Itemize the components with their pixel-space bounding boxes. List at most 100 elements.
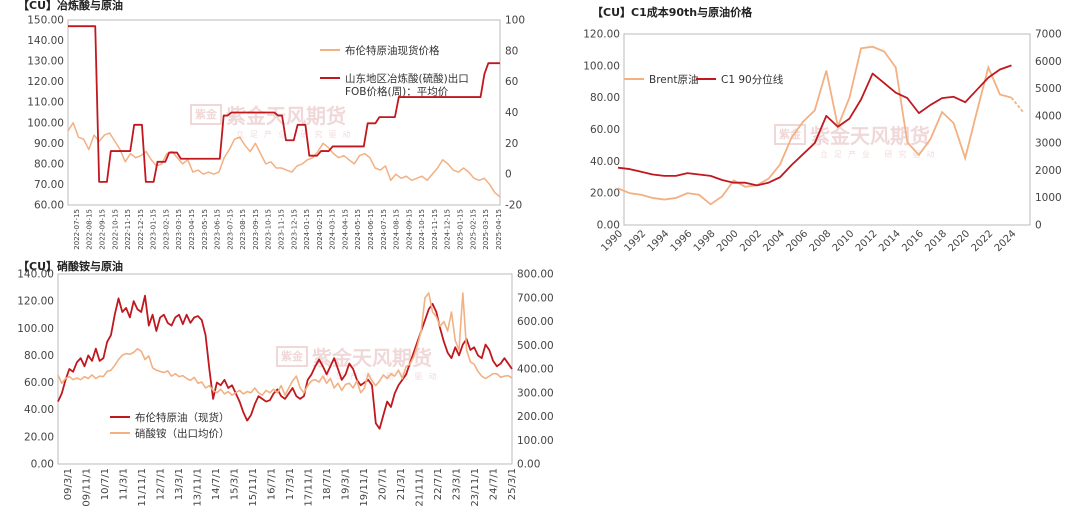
y-right-tick-label: 5000	[1035, 83, 1062, 95]
x-tick-label: 13/11/1	[193, 468, 204, 507]
x-tick-label: 2004	[761, 228, 787, 254]
y-left-tick-label: 80.00	[34, 158, 64, 170]
y-left-tick-label: 130.00	[27, 56, 64, 68]
x-tick-label: 21/11/1	[415, 468, 426, 507]
x-tick-label: 2008	[808, 228, 834, 254]
x-tick-label: 2025-04-15	[495, 209, 503, 250]
x-tick-label: 2024-05-15	[354, 209, 362, 250]
x-tick-label: 2012	[854, 228, 880, 254]
series-line-1	[617, 45, 1012, 206]
legend-label-1: 布伦特原油现货价格	[345, 44, 440, 57]
x-tick-label: 19/3/1	[341, 468, 352, 500]
chart-panel-ammonium-nitrate: 【CU】硝酸铵与原油 紫金 紫金天风期货 立足产业 研究驱动 0.00 20.00 4…	[0, 256, 560, 516]
x-tick-label: 2024-01-15	[303, 209, 311, 250]
series-line-1	[57, 294, 513, 430]
x-tick-label: 2024-08-15	[393, 209, 401, 250]
x-tick-label: 17/3/1	[285, 468, 296, 500]
watermark-seal-icon: 紫金	[190, 104, 222, 125]
x-tick-label: 2023-09-15	[252, 209, 260, 250]
x-tick-label: 2024-07-15	[380, 209, 388, 250]
x-tick-label: 18/7/1	[322, 468, 333, 500]
x-tick-label: 1994	[646, 228, 672, 254]
y-right-tick-label: 40	[505, 107, 518, 119]
x-tick-label: 22/7/1	[433, 468, 444, 500]
x-tick-label: 2023-08-15	[239, 209, 247, 250]
chart-title-1: 【CU】冶炼酸与原油	[18, 0, 124, 12]
x-tick-label: 12/7/1	[156, 468, 167, 500]
x-tick-label: 2023-11-15	[278, 209, 286, 250]
x-tick-label: 2024-06-15	[367, 209, 375, 250]
legend-label-2: FOB价格(周)：平均价	[345, 85, 449, 98]
x-tick-label: 2022-08-15	[86, 209, 94, 250]
y-right-tick-label: 20	[505, 138, 518, 150]
y-left-tick-label: 40.00	[24, 404, 54, 416]
y-right-tick-label: 6000	[1035, 56, 1062, 68]
x-tick-label: 15/3/1	[230, 468, 241, 500]
chart-svg-2: 0.00 20.00 40.00 60.00 80.00 100.00 120.00 0 100…	[583, 29, 1062, 255]
legend-label-2: C1 90分位线	[721, 73, 784, 86]
y-right-tick-label: 400.00	[517, 364, 554, 376]
x-tick-label: 1992	[622, 228, 648, 254]
y-right-tick-label: 0	[1035, 220, 1042, 232]
y-right-tick-label: 7000	[1035, 29, 1062, 41]
x-tick-label: 23/3/1	[452, 468, 463, 500]
x-tick-label: 1998	[692, 228, 718, 254]
x-tick-label: 25/3/1	[507, 468, 518, 500]
chart-panel-sulfuric-acid: 【CU】冶炼酸与原油 紫金 紫金天风期货 立足产业 研究驱动 60.00 70.00…	[0, 0, 535, 256]
y-left-tick-label: 20.00	[590, 188, 620, 200]
y-right-tick-label: 80	[505, 45, 518, 57]
x-tick-label: 2024-11-15	[431, 209, 439, 250]
y-right-tick-label: 0	[505, 169, 512, 181]
y-right-tick-label: 0.00	[517, 459, 540, 471]
x-tick-label: 1990	[599, 228, 625, 254]
y-left-tick-label: 140.00	[17, 269, 54, 281]
x-tick-label: 15/11/1	[248, 468, 259, 507]
y-left-tick-label: 80.00	[24, 350, 54, 362]
x-tick-label: 2022-07-15	[73, 209, 81, 250]
y-left-tick-label: 120.00	[583, 29, 620, 41]
x-tick-label: 2023-03-15	[175, 209, 183, 250]
y-left-tick-label: 100.00	[17, 323, 54, 335]
x-tick-label: 24/7/1	[489, 468, 500, 500]
legend-label-2: 硝酸铵（出口均价）	[135, 427, 230, 440]
y-left-tick-label: 80.00	[590, 92, 620, 104]
y-right-tick-label: 1000	[1035, 192, 1062, 204]
y-left-tick-label: 60.00	[34, 200, 64, 212]
x-tick-label: 2024-04-15	[341, 209, 349, 250]
y-right-tick-label: 600.00	[517, 316, 554, 328]
y-left-tick-label: 40.00	[590, 156, 620, 168]
series-line-1	[67, 122, 501, 198]
y-right-tick-label: 60	[505, 76, 518, 88]
x-tick-label: 2002	[738, 228, 764, 254]
x-tick-label: 10/7/1	[100, 468, 111, 500]
legend-label-2: 山东地区冶炼酸(硫酸)出口	[345, 72, 469, 85]
x-tick-label: 2006	[784, 228, 810, 254]
x-tick-label: 2020	[946, 228, 972, 254]
y-left-tick-label: 120.00	[27, 76, 64, 88]
y-right-tick-label: 300.00	[517, 387, 554, 399]
y-right-tick-label: 500.00	[517, 340, 554, 352]
x-tick-label: 2000	[715, 228, 741, 254]
plot-frame	[67, 19, 501, 206]
x-tick-label: 2010	[831, 228, 857, 254]
x-tick-label: 2025-01-15	[457, 209, 465, 250]
y-left-tick-label: 90.00	[34, 138, 64, 150]
x-tick-label: 2014	[877, 228, 903, 254]
y-left-tick-label: 100.00	[27, 117, 64, 129]
x-tick-label: 2023-02-15	[162, 209, 170, 250]
y-right-tick-label: -20	[505, 200, 522, 212]
x-tick-label: 11/3/1	[119, 468, 130, 500]
x-tick-label: 2025-03-15	[482, 209, 490, 250]
x-tick-label: 23/11/1	[470, 468, 481, 507]
x-tick-label: 2023-07-15	[226, 209, 234, 250]
x-tick-label: 2023-12-15	[290, 209, 298, 250]
x-tick-label: 16/7/1	[267, 468, 278, 500]
x-tick-label: 09/3/1	[63, 468, 74, 500]
y-left-tick-label: 20.00	[24, 431, 54, 443]
series-line-2	[617, 64, 1012, 187]
x-tick-label: 2018	[923, 228, 949, 254]
x-tick-label: 2024-10-15	[418, 209, 426, 250]
x-tick-label: 2025-02-15	[469, 209, 477, 250]
y-right-tick-label: 100.00	[517, 435, 554, 447]
x-tick-label: 2024-12-15	[444, 209, 452, 250]
